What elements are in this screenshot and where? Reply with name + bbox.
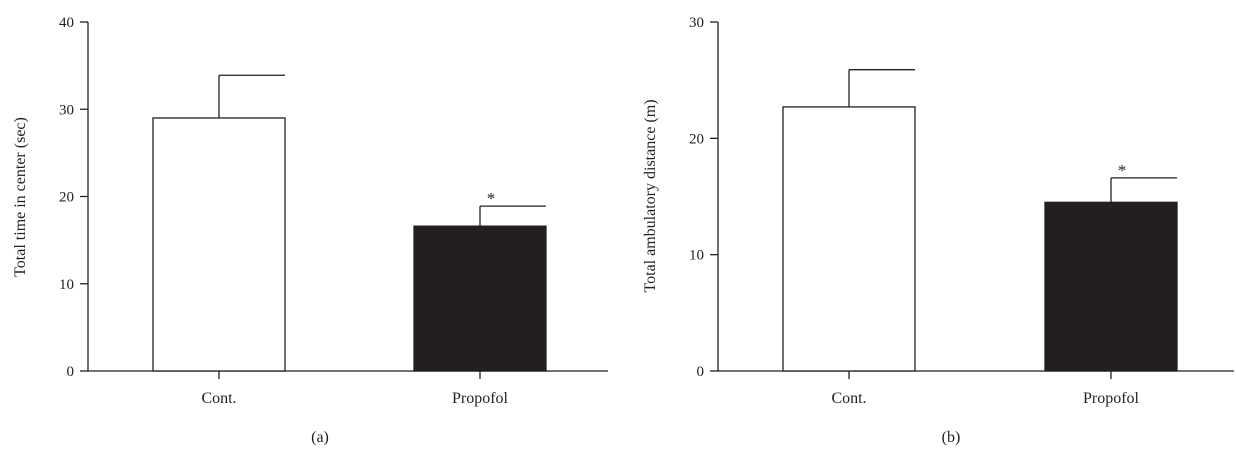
category-label-b-0: Cont. <box>831 390 866 407</box>
y-tick-label-a-3: 30 <box>59 102 74 118</box>
category-label-a-1: Propofol <box>452 390 509 407</box>
chart-panel-a: 0 10 20 30 40 * Total time in center (sec) C… <box>12 15 608 446</box>
category-label-b-1: Propofol <box>1083 390 1140 407</box>
bars-b: * <box>782 69 1178 372</box>
bars-a: * <box>152 74 547 372</box>
y-tick-label-a-4: 40 <box>59 15 74 31</box>
category-label-a-0: Cont. <box>201 390 236 407</box>
y-tick-label-a-1: 10 <box>59 277 74 293</box>
y-tick-label-b-1: 10 <box>689 248 704 264</box>
y-axis-b: 0 10 20 30 <box>689 15 719 380</box>
significance-marker-b-1: * <box>1118 161 1127 180</box>
x-axis-b <box>718 370 1234 379</box>
bar-b-1 <box>1044 201 1178 372</box>
x-axis-a <box>88 370 608 379</box>
significance-marker-a-1: * <box>487 189 496 208</box>
y-tick-label-b-0: 0 <box>697 364 705 380</box>
y-axis-a: 0 10 20 30 40 <box>59 15 89 380</box>
panel-label-a: (a) <box>311 429 329 446</box>
y-tick-label-a-2: 20 <box>59 190 74 206</box>
y-tick-label-b-3: 30 <box>689 15 704 31</box>
bar-a-1 <box>413 225 547 372</box>
panel-label-b: (b) <box>942 429 961 446</box>
y-tick-label-a-0: 0 <box>67 364 75 380</box>
y-axis-title-a: Total time in center (sec) <box>12 117 29 277</box>
bar-a-0 <box>152 117 286 372</box>
y-axis-title-b: Total ambulatory distance (m) <box>642 99 659 292</box>
bar-b-0 <box>782 106 916 372</box>
y-tick-label-b-2: 20 <box>689 131 704 147</box>
